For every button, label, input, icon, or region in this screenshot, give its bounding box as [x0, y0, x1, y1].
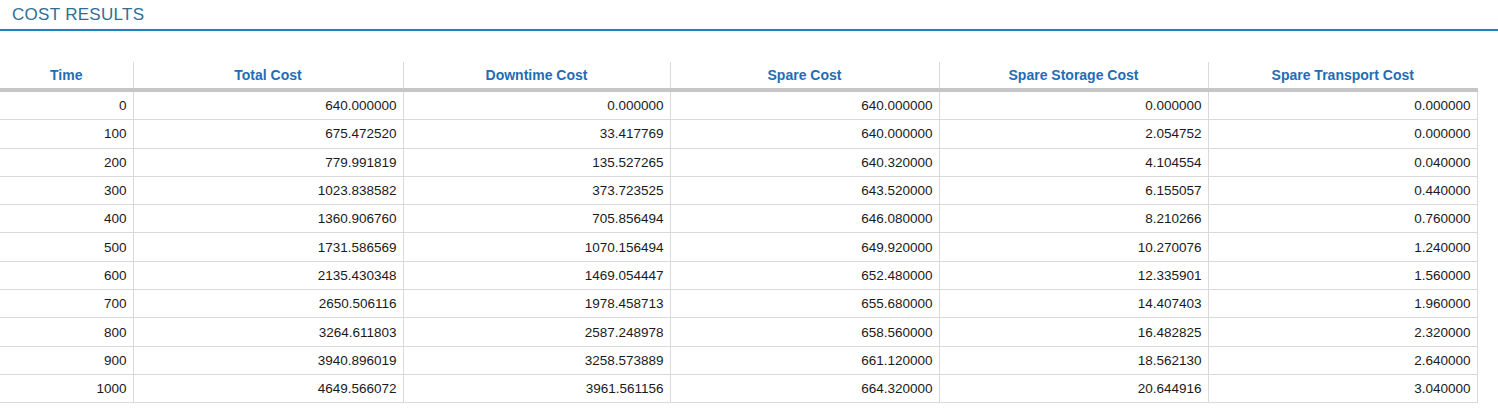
cell-spare-transport-cost: 0.760000 [1208, 205, 1477, 233]
cell-downtime-cost: 1978.458713 [403, 290, 670, 318]
table-row[interactable]: 9003940.8960193258.573889661.12000018.56… [0, 346, 1477, 374]
column-header-spare-storage-cost: Spare Storage Cost [939, 62, 1208, 90]
column-header-downtime-cost: Downtime Cost [403, 62, 670, 90]
cell-downtime-cost: 1469.054447 [403, 261, 670, 289]
cell-time: 100 [0, 120, 133, 148]
cell-spare-storage-cost: 2.054752 [939, 120, 1208, 148]
cell-downtime-cost: 705.856494 [403, 205, 670, 233]
cell-time: 600 [0, 261, 133, 289]
cell-downtime-cost: 3961.561156 [403, 374, 670, 402]
table-row[interactable]: 3001023.838582373.723525643.5200006.1550… [0, 176, 1477, 204]
cell-spare-cost: 643.520000 [670, 176, 939, 204]
cell-downtime-cost: 135.527265 [403, 148, 670, 176]
cell-spare-storage-cost: 0.000000 [939, 90, 1208, 120]
cell-total-cost: 1360.906760 [133, 205, 403, 233]
cell-spare-cost: 640.320000 [670, 148, 939, 176]
cell-time: 300 [0, 176, 133, 204]
cell-spare-transport-cost: 2.320000 [1208, 318, 1477, 346]
table-row[interactable]: 0640.0000000.000000640.0000000.0000000.0… [0, 90, 1477, 120]
cell-time: 900 [0, 346, 133, 374]
column-header-total-cost: Total Cost [133, 62, 403, 90]
column-header-time: Time [0, 62, 133, 90]
cell-spare-storage-cost: 10.270076 [939, 233, 1208, 261]
cell-time: 800 [0, 318, 133, 346]
cost-results-table: Time Total Cost Downtime Cost Spare Cost… [0, 62, 1478, 403]
cell-spare-cost: 658.560000 [670, 318, 939, 346]
table-body: 0640.0000000.000000640.0000000.0000000.0… [0, 90, 1477, 403]
cell-spare-cost: 652.480000 [670, 261, 939, 289]
cell-time: 1000 [0, 374, 133, 402]
table-row[interactable]: 200779.991819135.527265640.3200004.10455… [0, 148, 1477, 176]
cell-time: 0 [0, 90, 133, 120]
cell-spare-cost: 646.080000 [670, 205, 939, 233]
cell-spare-cost: 664.320000 [670, 374, 939, 402]
cell-total-cost: 2135.430348 [133, 261, 403, 289]
cell-spare-storage-cost: 8.210266 [939, 205, 1208, 233]
cell-downtime-cost: 373.723525 [403, 176, 670, 204]
cell-time: 700 [0, 290, 133, 318]
cell-total-cost: 1023.838582 [133, 176, 403, 204]
cell-spare-transport-cost: 0.040000 [1208, 148, 1477, 176]
cell-total-cost: 779.991819 [133, 148, 403, 176]
cell-downtime-cost: 33.417769 [403, 120, 670, 148]
cell-time: 400 [0, 205, 133, 233]
cell-spare-storage-cost: 20.644916 [939, 374, 1208, 402]
cell-spare-storage-cost: 12.335901 [939, 261, 1208, 289]
table-row[interactable]: 8003264.6118032587.248978658.56000016.48… [0, 318, 1477, 346]
cell-spare-transport-cost: 1.960000 [1208, 290, 1477, 318]
title-divider [0, 29, 1498, 31]
cell-spare-transport-cost: 0.000000 [1208, 120, 1477, 148]
cell-spare-cost: 655.680000 [670, 290, 939, 318]
cell-total-cost: 4649.566072 [133, 374, 403, 402]
cell-spare-transport-cost: 0.000000 [1208, 90, 1477, 120]
cell-total-cost: 3940.896019 [133, 346, 403, 374]
cell-spare-storage-cost: 16.482825 [939, 318, 1208, 346]
cell-spare-transport-cost: 3.040000 [1208, 374, 1477, 402]
cell-total-cost: 1731.586569 [133, 233, 403, 261]
cell-time: 500 [0, 233, 133, 261]
cell-downtime-cost: 2587.248978 [403, 318, 670, 346]
cell-spare-storage-cost: 18.562130 [939, 346, 1208, 374]
cell-total-cost: 675.472520 [133, 120, 403, 148]
cell-total-cost: 3264.611803 [133, 318, 403, 346]
cell-spare-cost: 640.000000 [670, 90, 939, 120]
cell-spare-transport-cost: 1.560000 [1208, 261, 1477, 289]
cell-spare-storage-cost: 14.407403 [939, 290, 1208, 318]
cell-spare-cost: 649.920000 [670, 233, 939, 261]
cell-spare-storage-cost: 6.155057 [939, 176, 1208, 204]
column-header-spare-transport-cost: Spare Transport Cost [1208, 62, 1477, 90]
cell-spare-cost: 640.000000 [670, 120, 939, 148]
cell-spare-transport-cost: 1.240000 [1208, 233, 1477, 261]
cell-downtime-cost: 0.000000 [403, 90, 670, 120]
cell-downtime-cost: 3258.573889 [403, 346, 670, 374]
cell-spare-storage-cost: 4.104554 [939, 148, 1208, 176]
table-row[interactable]: 5001731.5865691070.156494649.92000010.27… [0, 233, 1477, 261]
cell-spare-cost: 661.120000 [670, 346, 939, 374]
table-row[interactable]: 6002135.4303481469.054447652.48000012.33… [0, 261, 1477, 289]
table-row[interactable]: 100675.47252033.417769640.0000002.054752… [0, 120, 1477, 148]
cell-time: 200 [0, 148, 133, 176]
page-title: COST RESULTS [12, 5, 144, 25]
cell-spare-transport-cost: 0.440000 [1208, 176, 1477, 204]
column-header-spare-cost: Spare Cost [670, 62, 939, 90]
table-header-row: Time Total Cost Downtime Cost Spare Cost… [0, 62, 1477, 90]
cell-spare-transport-cost: 2.640000 [1208, 346, 1477, 374]
cell-total-cost: 2650.506116 [133, 290, 403, 318]
table-row[interactable]: 4001360.906760705.856494646.0800008.2102… [0, 205, 1477, 233]
table-row[interactable]: 10004649.5660723961.561156664.32000020.6… [0, 374, 1477, 402]
cell-downtime-cost: 1070.156494 [403, 233, 670, 261]
table-row[interactable]: 7002650.5061161978.458713655.68000014.40… [0, 290, 1477, 318]
cost-results-panel: COST RESULTS Time Total Cost Downtime Co… [0, 0, 1498, 417]
cell-total-cost: 640.000000 [133, 90, 403, 120]
